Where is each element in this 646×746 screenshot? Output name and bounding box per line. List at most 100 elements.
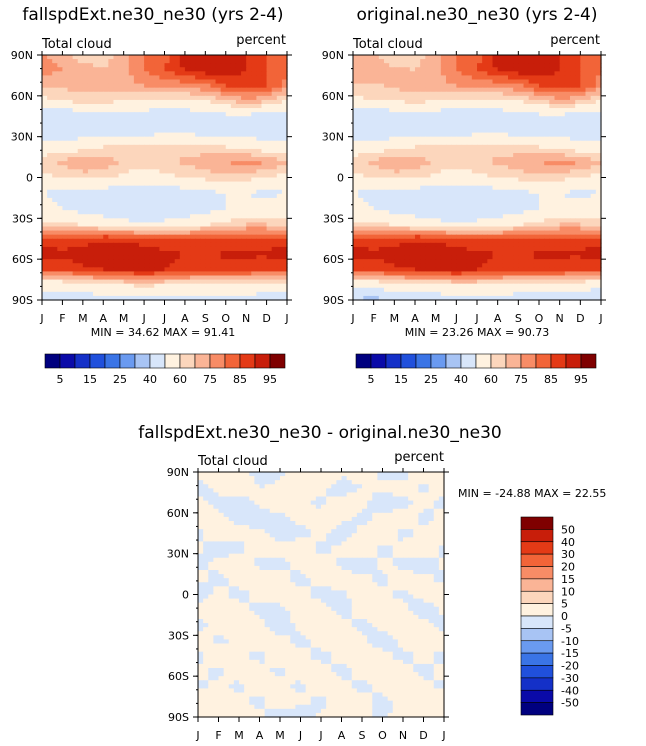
heatmap-cell bbox=[128, 173, 135, 179]
heatmap-cell bbox=[281, 242, 288, 248]
heatmap-cell bbox=[235, 267, 242, 273]
heatmap-cell bbox=[113, 83, 120, 89]
heatmap-cell bbox=[174, 271, 181, 277]
heatmap-cell bbox=[67, 197, 74, 203]
heatmap-cell bbox=[190, 99, 196, 105]
heatmap-cell bbox=[133, 210, 140, 215]
heatmap-cell bbox=[363, 214, 370, 219]
heatmap-cell bbox=[200, 169, 206, 175]
heatmap-cell bbox=[246, 67, 252, 72]
heatmap-cell bbox=[539, 193, 545, 199]
heatmap-cell bbox=[368, 177, 375, 183]
heatmap-cell bbox=[230, 234, 237, 240]
heatmap-cell bbox=[508, 161, 514, 166]
heatmap-cell bbox=[195, 169, 201, 175]
heatmap-cell bbox=[271, 246, 278, 252]
heatmap-cell bbox=[528, 169, 535, 175]
heatmap-cell bbox=[149, 283, 155, 289]
heatmap-cell bbox=[220, 210, 227, 215]
heatmap-cell bbox=[440, 210, 447, 215]
heatmap-cell bbox=[138, 287, 145, 293]
heatmap-cell bbox=[67, 291, 74, 297]
heatmap-cell bbox=[179, 251, 186, 256]
heatmap-cell bbox=[149, 120, 155, 126]
heatmap-cell bbox=[528, 132, 535, 138]
heatmap-cell bbox=[281, 75, 288, 81]
heatmap-cell bbox=[399, 206, 406, 211]
heatmap-cell bbox=[149, 157, 155, 162]
heatmap-cell bbox=[93, 169, 99, 175]
heatmap-cell bbox=[528, 210, 535, 215]
heatmap-cell bbox=[595, 120, 602, 126]
heatmap-cell bbox=[205, 112, 212, 117]
heatmap-cell bbox=[62, 197, 69, 203]
heatmap-cell bbox=[87, 87, 94, 93]
heatmap-cell bbox=[42, 185, 48, 191]
heatmap-cell bbox=[144, 67, 150, 72]
heatmap-cell bbox=[241, 95, 247, 101]
heatmap-cell bbox=[533, 165, 540, 170]
heatmap-cell bbox=[251, 210, 257, 215]
heatmap-cell bbox=[456, 210, 463, 215]
heatmap-cell bbox=[471, 169, 478, 175]
panel-right-label: percent bbox=[550, 33, 600, 48]
heatmap-cell bbox=[93, 136, 99, 142]
heatmap-cell bbox=[353, 99, 359, 105]
heatmap-cell bbox=[544, 120, 550, 126]
heatmap-cell bbox=[276, 108, 283, 113]
heatmap-cell bbox=[497, 128, 504, 134]
heatmap-cell bbox=[133, 287, 140, 293]
panel-stats: MIN = 34.62 MAX = 91.41 bbox=[91, 326, 235, 339]
heatmap-cell bbox=[261, 246, 268, 252]
heatmap-cell bbox=[230, 95, 237, 101]
heatmap-cell bbox=[77, 202, 84, 207]
heatmap-cell bbox=[57, 193, 64, 199]
heatmap-cell bbox=[128, 132, 135, 138]
heatmap-cell bbox=[435, 193, 442, 199]
heatmap-cell bbox=[210, 99, 217, 105]
heatmap-cell bbox=[118, 275, 125, 281]
heatmap-cell bbox=[251, 189, 257, 195]
heatmap-cell bbox=[549, 55, 556, 60]
heatmap-cell bbox=[477, 189, 483, 195]
heatmap-cell bbox=[523, 218, 530, 224]
heatmap-cell bbox=[256, 202, 263, 207]
heatmap-cell bbox=[544, 128, 550, 134]
heatmap-cell bbox=[184, 59, 191, 64]
heatmap-cell bbox=[518, 67, 525, 72]
heatmap-cell bbox=[87, 218, 94, 224]
x-tick-label: J bbox=[39, 312, 43, 325]
heatmap-cell bbox=[425, 210, 432, 215]
heatmap-cell bbox=[215, 251, 222, 256]
heatmap-cell bbox=[564, 214, 571, 219]
heatmap-cell bbox=[559, 112, 566, 117]
heatmap-cell bbox=[575, 177, 581, 183]
heatmap-cell bbox=[353, 116, 359, 121]
heatmap-cell bbox=[363, 95, 370, 101]
heatmap-cell bbox=[215, 67, 222, 72]
heatmap-cell bbox=[128, 267, 135, 273]
heatmap-cell bbox=[164, 218, 171, 224]
heatmap-cell bbox=[580, 173, 587, 179]
heatmap-cell bbox=[466, 206, 473, 211]
heatmap-cell bbox=[580, 75, 587, 81]
heatmap-cell bbox=[52, 271, 58, 277]
heatmap-cell bbox=[358, 83, 364, 89]
heatmap-cell bbox=[87, 71, 94, 77]
heatmap-cell bbox=[215, 148, 222, 154]
heatmap-cell bbox=[590, 144, 597, 150]
heatmap-cell bbox=[174, 136, 181, 142]
heatmap-cell bbox=[384, 173, 390, 179]
heatmap-cell bbox=[118, 283, 125, 289]
heatmap-cell bbox=[508, 124, 514, 130]
heatmap-cell bbox=[164, 185, 171, 191]
heatmap-cell bbox=[174, 275, 181, 281]
heatmap-cell bbox=[266, 67, 273, 72]
heatmap-cell bbox=[482, 63, 488, 68]
heatmap-cell bbox=[159, 91, 166, 97]
heatmap-cell bbox=[169, 157, 176, 162]
heatmap-cell bbox=[93, 75, 99, 81]
heatmap-cell bbox=[149, 226, 155, 232]
heatmap-cell bbox=[103, 263, 109, 268]
heatmap-cell bbox=[518, 157, 525, 162]
